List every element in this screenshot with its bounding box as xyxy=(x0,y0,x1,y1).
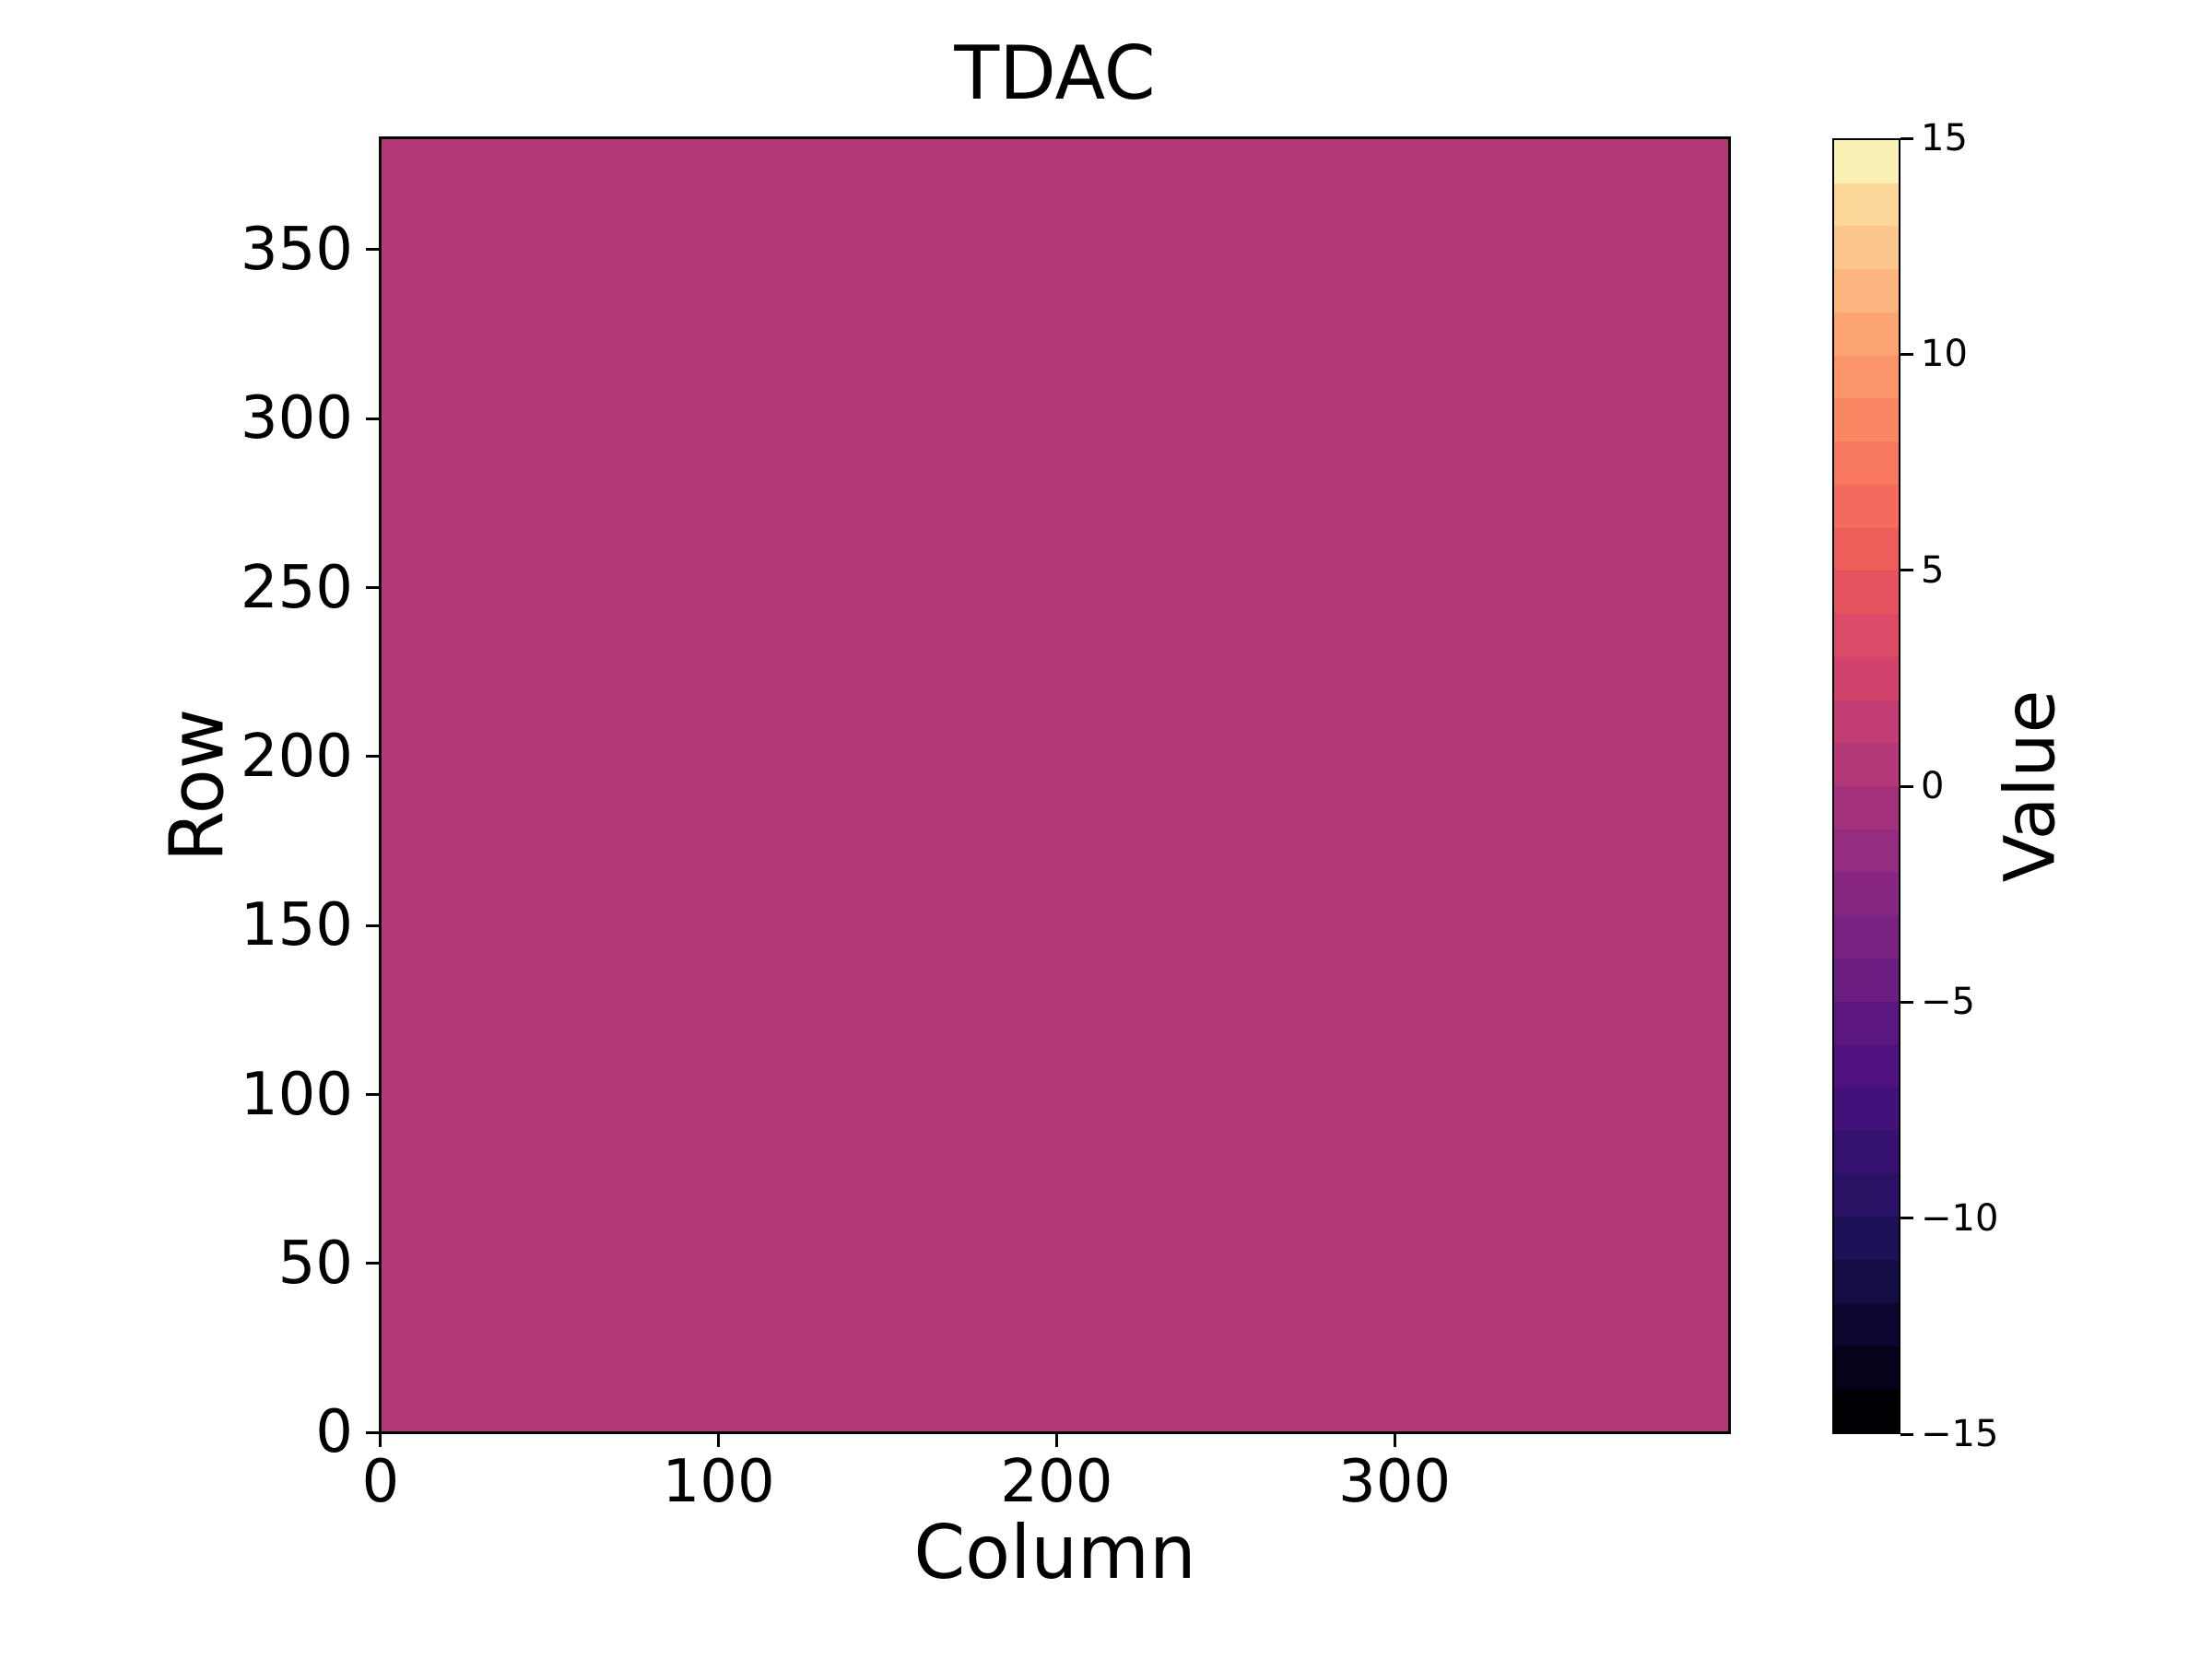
colorbar-band xyxy=(1834,441,1899,485)
y-tick-mark xyxy=(366,755,379,759)
colorbar-band xyxy=(1834,1001,1899,1045)
colorbar-band xyxy=(1834,355,1899,399)
x-axis-label: Column xyxy=(913,1510,1196,1595)
x-tick-label: 200 xyxy=(1000,1448,1113,1516)
colorbar-band xyxy=(1834,226,1899,270)
colorbar-band xyxy=(1834,1217,1899,1261)
colorbar-tick-label: 10 xyxy=(1921,333,1968,376)
colorbar-band xyxy=(1834,571,1899,615)
y-tick-label: 0 xyxy=(315,1398,353,1467)
y-tick-label: 150 xyxy=(240,891,353,960)
colorbar-tick-label: −15 xyxy=(1921,1413,1999,1455)
colorbar-band xyxy=(1834,527,1899,571)
colorbar-band xyxy=(1834,786,1899,830)
colorbar-band xyxy=(1834,312,1899,356)
colorbar-band xyxy=(1834,743,1899,787)
colorbar-band xyxy=(1834,269,1899,312)
colorbar-band xyxy=(1834,915,1899,959)
y-axis-label: Row xyxy=(154,708,241,863)
x-tick-mark xyxy=(379,1434,382,1447)
colorbar-tick-label: 15 xyxy=(1921,117,1968,159)
colorbar-band xyxy=(1834,484,1899,528)
y-tick-label: 200 xyxy=(240,722,353,791)
colorbar-band xyxy=(1834,1130,1899,1174)
colorbar xyxy=(1832,138,1900,1434)
colorbar-label: Value xyxy=(1988,689,2071,883)
colorbar-band xyxy=(1834,1389,1899,1433)
colorbar-band xyxy=(1834,182,1899,227)
x-tick-label: 0 xyxy=(361,1448,400,1516)
x-tick-label: 100 xyxy=(662,1448,775,1516)
y-tick-mark xyxy=(366,1093,379,1096)
colorbar-band xyxy=(1834,656,1899,700)
colorbar-band xyxy=(1834,958,1899,1002)
colorbar-band xyxy=(1834,1088,1899,1131)
colorbar-tick-mark xyxy=(1900,784,1913,788)
colorbar-band xyxy=(1834,1260,1899,1303)
colorbar-band xyxy=(1834,872,1899,916)
chart-title: TDAC xyxy=(954,30,1156,116)
y-tick-mark xyxy=(366,417,379,420)
colorbar-tick-mark xyxy=(1900,1432,1913,1436)
colorbar-tick-label: −10 xyxy=(1921,1196,1999,1240)
colorbar-tick-label: 0 xyxy=(1921,765,1945,807)
colorbar-band xyxy=(1834,700,1899,744)
y-tick-label: 100 xyxy=(240,1060,353,1129)
colorbar-band xyxy=(1834,398,1899,442)
y-tick-mark xyxy=(366,1430,379,1434)
x-tick-mark xyxy=(717,1434,721,1447)
colorbar-band xyxy=(1834,1346,1899,1390)
y-tick-label: 50 xyxy=(277,1229,353,1298)
y-tick-label: 250 xyxy=(240,553,353,622)
colorbar-band xyxy=(1834,1044,1899,1088)
y-tick-label: 350 xyxy=(240,215,353,284)
y-tick-mark xyxy=(366,586,379,589)
colorbar-band xyxy=(1834,140,1899,183)
x-tick-mark xyxy=(1393,1434,1396,1447)
colorbar-tick-label: 5 xyxy=(1921,548,1945,592)
y-tick-mark xyxy=(366,1262,379,1265)
x-tick-label: 300 xyxy=(1338,1448,1452,1516)
colorbar-band xyxy=(1834,1302,1899,1347)
colorbar-tick-mark xyxy=(1900,136,1913,140)
colorbar-tick-mark xyxy=(1900,1217,1913,1220)
colorbar-band xyxy=(1834,1173,1899,1218)
heatmap-plot-area xyxy=(379,136,1731,1434)
x-tick-mark xyxy=(1054,1434,1058,1447)
y-tick-label: 300 xyxy=(240,384,353,453)
colorbar-band xyxy=(1834,829,1899,873)
colorbar-band xyxy=(1834,614,1899,657)
y-tick-mark xyxy=(366,924,379,927)
y-tick-mark xyxy=(366,248,379,252)
colorbar-tick-mark xyxy=(1900,1000,1913,1004)
colorbar-tick-mark xyxy=(1900,352,1913,356)
colorbar-tick-label: −5 xyxy=(1921,981,1975,1024)
colorbar-tick-mark xyxy=(1900,569,1913,572)
